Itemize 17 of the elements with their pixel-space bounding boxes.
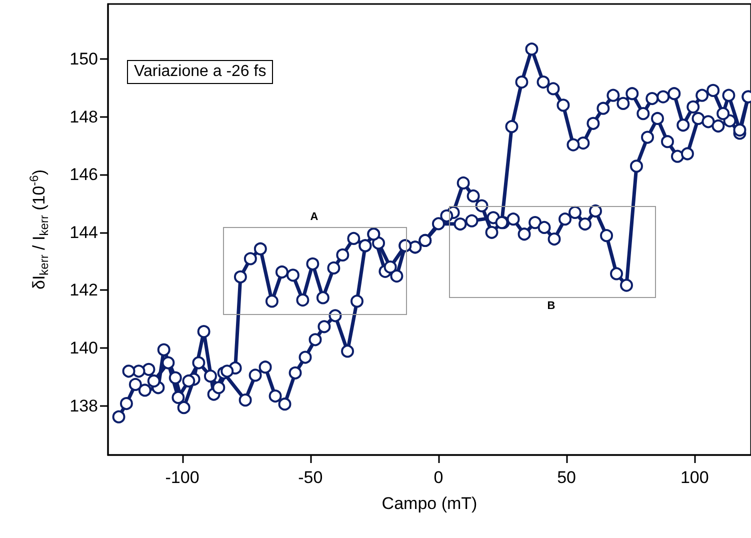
x-tick-label: 0 [434, 468, 444, 487]
annotation: Variazione a -26 fs [127, 60, 274, 84]
y-tick-label: 148 [70, 107, 98, 126]
x-tick-label: -50 [298, 468, 323, 487]
y-axis-title: δIkerr / Ikerr (10-6) [27, 169, 51, 290]
y-tick-label: 146 [70, 165, 98, 184]
y-tick-label: 150 [70, 49, 98, 68]
y-tick-label: 138 [70, 396, 98, 416]
x-tick-label: 100 [680, 468, 709, 487]
y-tick-label: 144 [70, 222, 98, 242]
x-axis-title: Campo (mT) [382, 494, 478, 513]
y-tick-label: 142 [70, 280, 98, 300]
annotation: B [547, 300, 556, 312]
x-tick-label: -100 [165, 468, 200, 487]
annotation: A [310, 210, 318, 223]
x-tick-label: 50 [557, 468, 576, 487]
y-tick-label: 140 [70, 338, 98, 358]
